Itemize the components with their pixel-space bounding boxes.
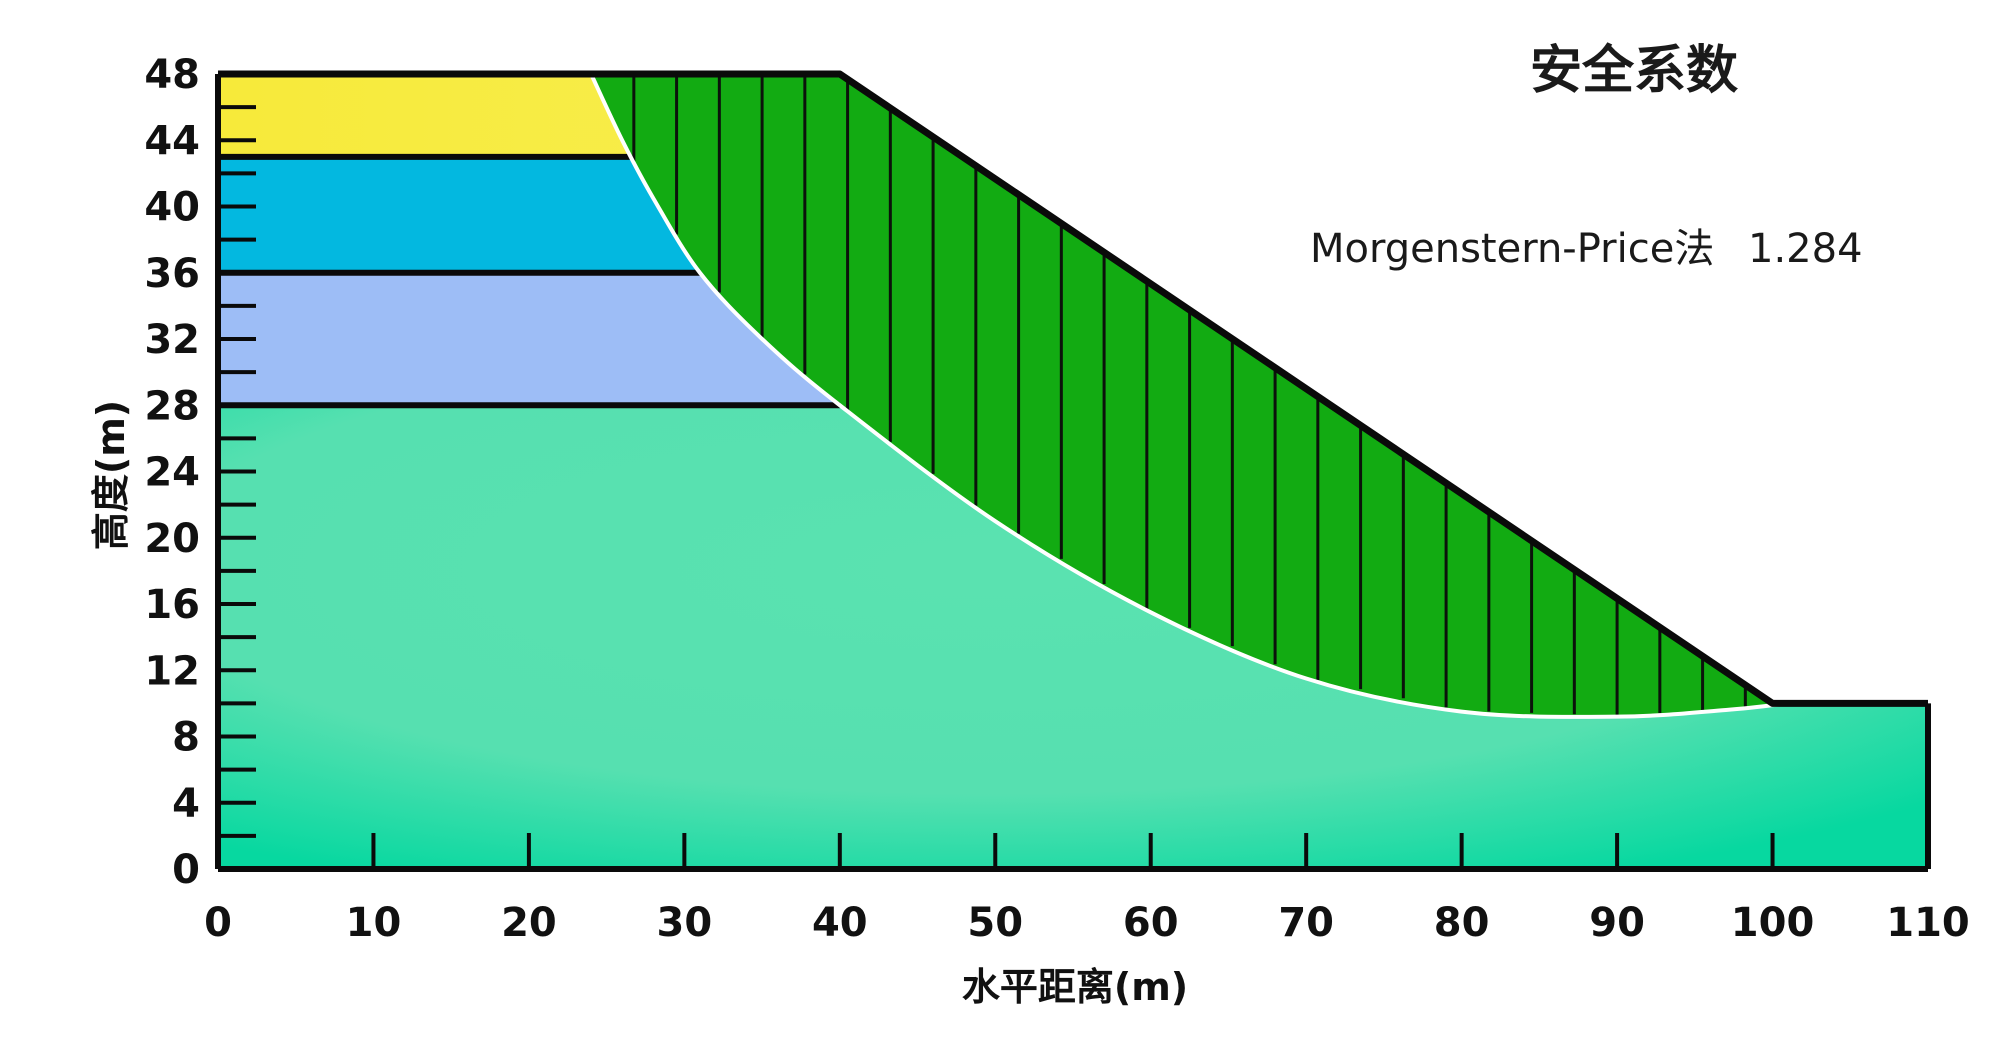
x-tick-label: 110 xyxy=(1886,900,1970,946)
x-tick-label: 30 xyxy=(657,900,713,946)
y-tick-label: 0 xyxy=(172,847,200,893)
x-tick-label: 40 xyxy=(812,900,868,946)
chart-title: 安全系数 xyxy=(1530,41,1738,101)
x-tick-label: 20 xyxy=(501,900,557,946)
y-axis-label: 高度(m) xyxy=(89,400,133,550)
y-tick-label: 44 xyxy=(144,118,200,164)
y-tick-label: 48 xyxy=(144,52,200,98)
y-tick-label: 12 xyxy=(144,648,200,694)
y-tick-label: 4 xyxy=(172,781,200,827)
y-tick-label: 32 xyxy=(144,317,200,363)
layer-boundary-lines xyxy=(218,153,840,409)
factor-of-safety-value: 1.284 xyxy=(1748,226,1863,272)
slip-surface xyxy=(589,73,1789,719)
x-tick-label: 70 xyxy=(1278,900,1334,946)
y-tick-label: 36 xyxy=(144,251,200,297)
ground-surface-line xyxy=(218,70,1928,707)
x-tick-label: 50 xyxy=(967,900,1023,946)
method-label: Morgenstern-Price法 xyxy=(1310,226,1714,272)
x-axis-ticks: 0 10 20 30 40 50 60 70 80 90 100 110 xyxy=(204,833,1970,946)
x-axis-label: 水平距离(m) xyxy=(962,965,1188,1009)
y-tick-label: 28 xyxy=(144,383,200,429)
y-tick-label: 20 xyxy=(144,516,200,562)
x-tick-label: 90 xyxy=(1589,900,1645,946)
y-tick-label: 24 xyxy=(144,450,200,496)
slice-lines xyxy=(632,74,1747,716)
x-tick-label: 80 xyxy=(1434,900,1490,946)
x-tick-label: 100 xyxy=(1731,900,1815,946)
y-tick-label: 40 xyxy=(144,185,200,231)
x-tick-label: 60 xyxy=(1123,900,1179,946)
y-tick-label: 16 xyxy=(144,582,200,628)
slip-surface-curve xyxy=(589,73,1789,719)
x-tick-label: 0 xyxy=(204,900,232,946)
y-tick-label: 8 xyxy=(172,715,200,761)
x-tick-label: 10 xyxy=(346,900,402,946)
